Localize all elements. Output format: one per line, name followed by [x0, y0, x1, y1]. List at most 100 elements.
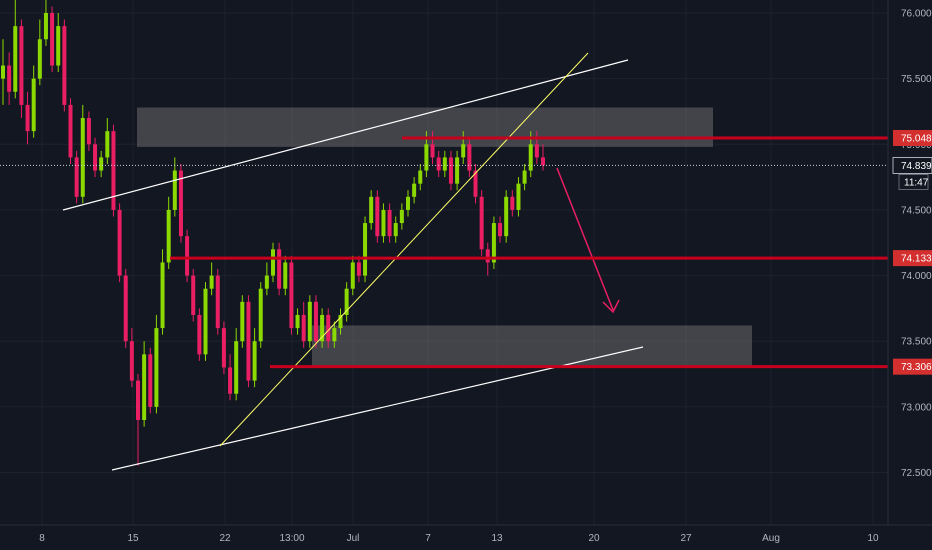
candle-body[interactable]	[344, 288, 349, 315]
support-zone[interactable]	[312, 325, 752, 368]
candle-body[interactable]	[436, 157, 441, 171]
candle-body[interactable]	[381, 209, 386, 237]
candle-body[interactable]	[56, 26, 61, 66]
candle-body[interactable]	[283, 262, 288, 289]
candles[interactable]	[1, 0, 545, 466]
upper-channel-line[interactable]	[62, 59, 629, 211]
candle-body[interactable]	[105, 131, 110, 158]
candle-body[interactable]	[246, 301, 251, 381]
candle-body[interactable]	[301, 314, 306, 342]
price-level-badge-text: 74.133	[901, 254, 932, 265]
candle-body[interactable]	[277, 249, 282, 289]
candle-body[interactable]	[510, 196, 515, 210]
candle-body[interactable]	[473, 170, 478, 197]
candle-body[interactable]	[86, 118, 91, 145]
candle-body[interactable]	[522, 170, 527, 184]
candle-body[interactable]	[326, 314, 331, 342]
x-tick-label: 7	[425, 533, 431, 544]
candle-body[interactable]	[369, 196, 374, 224]
candle-body[interactable]	[363, 223, 368, 276]
candle-body[interactable]	[289, 262, 294, 329]
candle-body[interactable]	[31, 78, 36, 132]
candle-body[interactable]	[461, 144, 466, 158]
candle-body[interactable]	[240, 301, 245, 342]
candle-body[interactable]	[191, 275, 196, 315]
candle-body[interactable]	[185, 236, 190, 276]
candle-body[interactable]	[62, 26, 67, 105]
candle-body[interactable]	[13, 26, 18, 92]
candle-body[interactable]	[258, 288, 263, 342]
price-level-badge	[893, 250, 932, 267]
candle-body[interactable]	[332, 328, 337, 342]
candle-body[interactable]	[498, 223, 503, 237]
candle-body[interactable]	[479, 196, 484, 250]
candle-body[interactable]	[99, 157, 104, 171]
candle-body[interactable]	[25, 104, 30, 132]
candle-body[interactable]	[166, 209, 171, 263]
candle-body[interactable]	[356, 262, 361, 276]
candle-body[interactable]	[448, 157, 453, 184]
candle-body[interactable]	[136, 380, 140, 420]
candle-body[interactable]	[215, 275, 220, 329]
candle-body[interactable]	[209, 275, 214, 289]
rising-trend-line[interactable]	[219, 52, 589, 447]
candle-body[interactable]	[50, 13, 55, 66]
candle-body[interactable]	[485, 249, 490, 263]
candle-body[interactable]	[430, 144, 435, 158]
candle-body[interactable]	[455, 157, 460, 184]
candle-body[interactable]	[160, 262, 165, 329]
candle-body[interactable]	[375, 196, 380, 237]
candle-body[interactable]	[271, 249, 275, 276]
candle-body[interactable]	[43, 13, 48, 40]
price-levels[interactable]	[0, 136, 888, 369]
candle-body[interactable]	[406, 196, 410, 210]
candle-body[interactable]	[412, 183, 417, 197]
candle-body[interactable]	[491, 223, 496, 263]
forecast-arrow-line[interactable]	[556, 167, 614, 311]
candle-body[interactable]	[534, 144, 539, 158]
candle-body[interactable]	[142, 354, 147, 420]
candle-body[interactable]	[350, 262, 355, 289]
candle-body[interactable]	[516, 183, 521, 210]
candle-body[interactable]	[528, 144, 533, 171]
candle-body[interactable]	[117, 209, 122, 276]
candle-body[interactable]	[74, 157, 79, 197]
candle-body[interactable]	[154, 328, 159, 407]
candle-body[interactable]	[197, 314, 202, 355]
candle-body[interactable]	[307, 301, 312, 342]
candle-body[interactable]	[221, 328, 226, 368]
candle-body[interactable]	[424, 144, 429, 171]
candle-body[interactable]	[37, 39, 42, 79]
candle-body[interactable]	[172, 170, 177, 210]
candle-body[interactable]	[295, 314, 300, 329]
candle-body[interactable]	[123, 275, 128, 342]
candle-body[interactable]	[313, 301, 318, 342]
candle-body[interactable]	[93, 144, 98, 171]
candle-body[interactable]	[68, 104, 73, 158]
candle-body[interactable]	[148, 354, 153, 407]
candle-body[interactable]	[228, 367, 233, 394]
candle-body[interactable]	[178, 170, 183, 237]
drawings[interactable]	[62, 52, 644, 471]
candle-body[interactable]	[111, 131, 116, 210]
candle-body[interactable]	[504, 196, 509, 237]
candle-body[interactable]	[320, 314, 325, 342]
candle-body[interactable]	[234, 341, 239, 394]
candle-body[interactable]	[399, 209, 404, 224]
candle-body[interactable]	[252, 341, 257, 381]
candle-body[interactable]	[203, 288, 208, 355]
candle-body[interactable]	[442, 157, 447, 171]
candle-body[interactable]	[393, 223, 398, 237]
candle-body[interactable]	[7, 65, 12, 92]
candle-body[interactable]	[80, 118, 85, 197]
candle-body[interactable]	[1, 65, 5, 79]
candle-body[interactable]	[541, 157, 545, 166]
candle-body[interactable]	[467, 144, 472, 171]
candle-body[interactable]	[129, 341, 134, 381]
candle-body[interactable]	[264, 275, 269, 289]
candle-body[interactable]	[338, 314, 343, 329]
candle-body[interactable]	[19, 26, 24, 105]
candle-body[interactable]	[418, 170, 423, 184]
candle-body[interactable]	[387, 209, 392, 237]
